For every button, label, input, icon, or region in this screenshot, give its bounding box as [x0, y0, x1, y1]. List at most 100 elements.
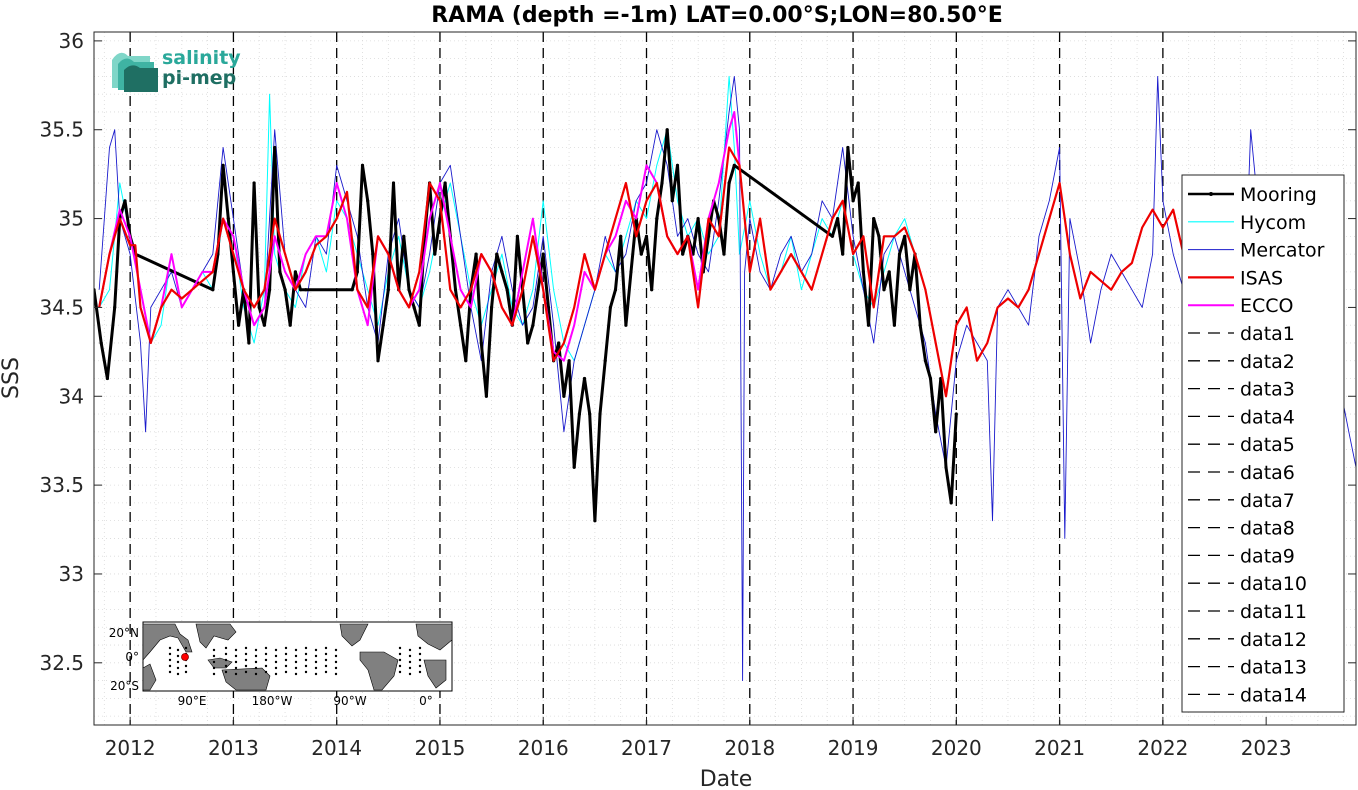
mooring-point	[407, 288, 411, 292]
mooring-point	[490, 305, 494, 309]
mooring-point	[304, 288, 308, 292]
mooring-point	[665, 128, 669, 132]
buoy-marker	[264, 646, 268, 650]
buoy-marker	[398, 646, 402, 650]
x-axis-label: Date	[700, 767, 753, 790]
mooring-point	[531, 323, 535, 327]
logo-line-1: salinity	[162, 47, 241, 69]
buoy-marker	[284, 646, 288, 650]
x-axis: 2012 2013 2014 2015 2016 2017 2018 2019 2020 2021…	[105, 717, 1292, 760]
mooring-point	[412, 305, 416, 309]
mooring-point	[262, 323, 266, 327]
mooring-point	[934, 430, 938, 434]
buoy-marker	[304, 652, 308, 656]
mooring-point	[856, 181, 860, 185]
buoy-marker	[234, 654, 238, 658]
mooring-point	[417, 323, 421, 327]
mooring-point	[732, 163, 736, 167]
mooring-point	[655, 217, 659, 221]
x-tick-label: 2020	[931, 736, 982, 760]
y-tick-label: 32.5	[39, 651, 84, 675]
inset-map-land	[142, 623, 453, 691]
mooring-point	[99, 341, 103, 345]
buoy-marker	[284, 658, 288, 662]
mooring-point	[567, 359, 571, 363]
buoy-marker	[314, 648, 318, 652]
legend-label: data3	[1240, 379, 1295, 401]
buoy-marker	[314, 654, 318, 658]
mooring-point	[536, 288, 540, 292]
legend-item: data12	[1188, 629, 1307, 651]
mooring-point	[221, 163, 225, 167]
mooring-point	[288, 323, 292, 327]
legend-label: Mercator	[1240, 240, 1325, 262]
x-tick-label: 2015	[415, 736, 466, 760]
buoy-marker	[212, 648, 216, 652]
mooring-point	[459, 323, 463, 327]
mooring-point	[923, 359, 928, 363]
buoy-marker	[254, 660, 258, 664]
buoy-marker	[184, 670, 188, 674]
buoy-marker	[408, 648, 412, 652]
mooring-point	[438, 217, 442, 221]
mooring-point	[366, 199, 370, 203]
map-lon-label-0: 0°	[419, 694, 433, 708]
mooring-point	[123, 199, 127, 203]
legend-label: data14	[1240, 684, 1307, 706]
legend-label: data6	[1240, 462, 1295, 484]
mooring-point	[882, 288, 886, 292]
y-tick-label: 34.5	[39, 295, 84, 319]
mooring-point	[464, 359, 468, 363]
mooring-point	[237, 323, 241, 327]
series-line-isas	[98, 146, 1185, 398]
buoy-marker	[408, 660, 412, 664]
mooring-point	[918, 323, 922, 327]
buoy-marker	[254, 666, 258, 670]
buoy-marker	[212, 660, 216, 664]
mooring-point	[670, 199, 674, 203]
buoy-marker	[244, 658, 248, 662]
legend-label: data5	[1240, 434, 1295, 456]
buoy-marker	[212, 666, 216, 670]
buoy-marker	[234, 648, 238, 652]
buoy-marker	[264, 670, 268, 674]
plot-frame	[93, 31, 1357, 726]
mooring-point	[644, 234, 649, 238]
legend-item: data13	[1188, 657, 1307, 679]
buoy-marker	[244, 664, 248, 668]
legend-label: data8	[1240, 518, 1295, 540]
buoy-marker	[324, 646, 328, 650]
legend-item: data7	[1188, 490, 1295, 512]
buoy-marker	[304, 658, 308, 662]
buoy-marker	[274, 648, 278, 652]
mooring-point	[872, 217, 876, 221]
buoy-marker	[176, 648, 180, 652]
mooring-point	[247, 341, 251, 345]
y-tick-label: 34	[59, 384, 84, 408]
series-layer	[94, 75, 1356, 682]
mooring-point	[588, 412, 592, 416]
buoy-marker	[324, 670, 328, 674]
mooring-point	[298, 288, 303, 292]
y-axis: 32.5 33 33.5 34 34.5 35 35.5 36	[39, 29, 1356, 675]
mooring-point	[381, 323, 385, 327]
buoy-marker	[234, 672, 238, 676]
legend-item: data1	[1188, 323, 1295, 345]
mooring-point	[273, 145, 277, 150]
buoy-marker	[324, 664, 328, 668]
buoy-marker	[314, 660, 318, 664]
legend-item: ECCO	[1188, 295, 1294, 317]
mooring-point	[830, 234, 835, 238]
mooring-point	[278, 270, 282, 274]
legend-item: Mercator	[1188, 240, 1325, 262]
legend-item: data6	[1188, 462, 1295, 484]
buoy-marker	[184, 664, 188, 668]
buoy-marker	[418, 658, 422, 662]
mooring-point	[479, 341, 483, 345]
buoy-marker	[294, 648, 298, 652]
mooring-point	[706, 234, 711, 238]
mooring-point	[861, 270, 866, 274]
mooring-point	[350, 288, 354, 292]
buoy-marker	[408, 666, 412, 670]
